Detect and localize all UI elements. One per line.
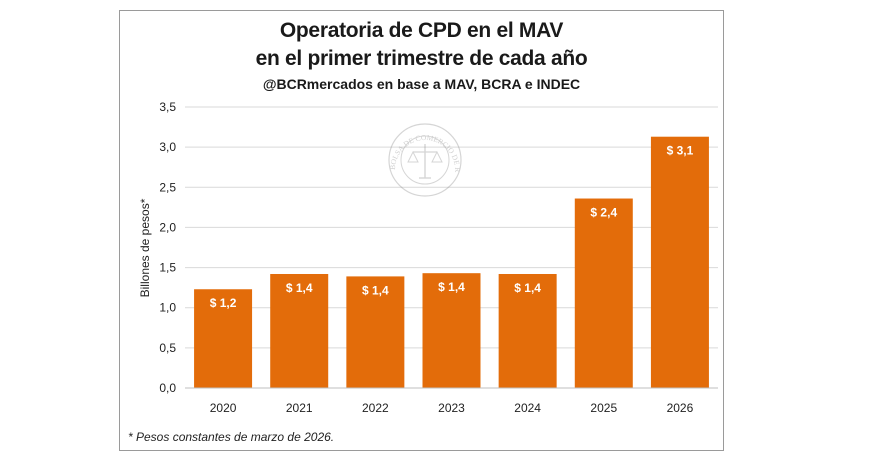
svg-text:BOLSA DE COMERCIO DE ROSARIO: BOLSA DE COMERCIO DE ROSARIO [0, 0, 462, 172]
x-tick-label: 2025 [590, 401, 617, 415]
y-tick-label: 2,5 [159, 180, 176, 194]
y-tick-label: 1,0 [159, 301, 176, 315]
y-axis-label: Billones de pesos* [138, 198, 152, 297]
bar [650, 136, 709, 388]
chart-title: Operatoria de CPD en el MAV [279, 19, 564, 42]
bar [574, 198, 633, 388]
x-tick-label: 2023 [438, 401, 465, 415]
y-tick-label: 0,5 [159, 341, 176, 355]
chart-footnote: * Pesos constantes de marzo de 2026. [128, 430, 335, 444]
bar-data-label: $ 1,4 [438, 280, 465, 294]
bar-data-label: $ 3,1 [667, 144, 694, 158]
chart-title-line2: en el primer trimestre de cada año [255, 47, 588, 70]
bar [270, 273, 329, 388]
bar [194, 289, 253, 388]
x-tick-label: 2024 [514, 401, 541, 415]
y-tick-label: 3,0 [159, 140, 176, 154]
x-tick-label: 2021 [286, 401, 313, 415]
bar-data-label: $ 2,4 [590, 206, 617, 220]
bar-data-label: $ 1,4 [286, 281, 313, 295]
bar-data-label: $ 1,4 [362, 283, 389, 297]
chart-subtitle: @BCRmercados en base a MAV, BCRA e INDEC [262, 76, 581, 92]
y-tick-label: 2,0 [159, 220, 176, 234]
bar-data-label: $ 1,4 [514, 281, 541, 295]
bar [422, 273, 481, 388]
bar-data-label: $ 1,2 [210, 296, 237, 310]
y-tick-label: 3,5 [159, 100, 176, 114]
bar [346, 276, 405, 388]
x-tick-label: 2020 [210, 401, 237, 415]
y-tick-label: 1,5 [159, 261, 176, 275]
x-tick-label: 2022 [362, 401, 389, 415]
bar [498, 273, 557, 388]
y-tick-label: 0,0 [159, 381, 176, 395]
watermark-logo: BOLSA DE COMERCIO DE ROSARIO [0, 0, 462, 197]
x-tick-label: 2026 [667, 401, 694, 415]
